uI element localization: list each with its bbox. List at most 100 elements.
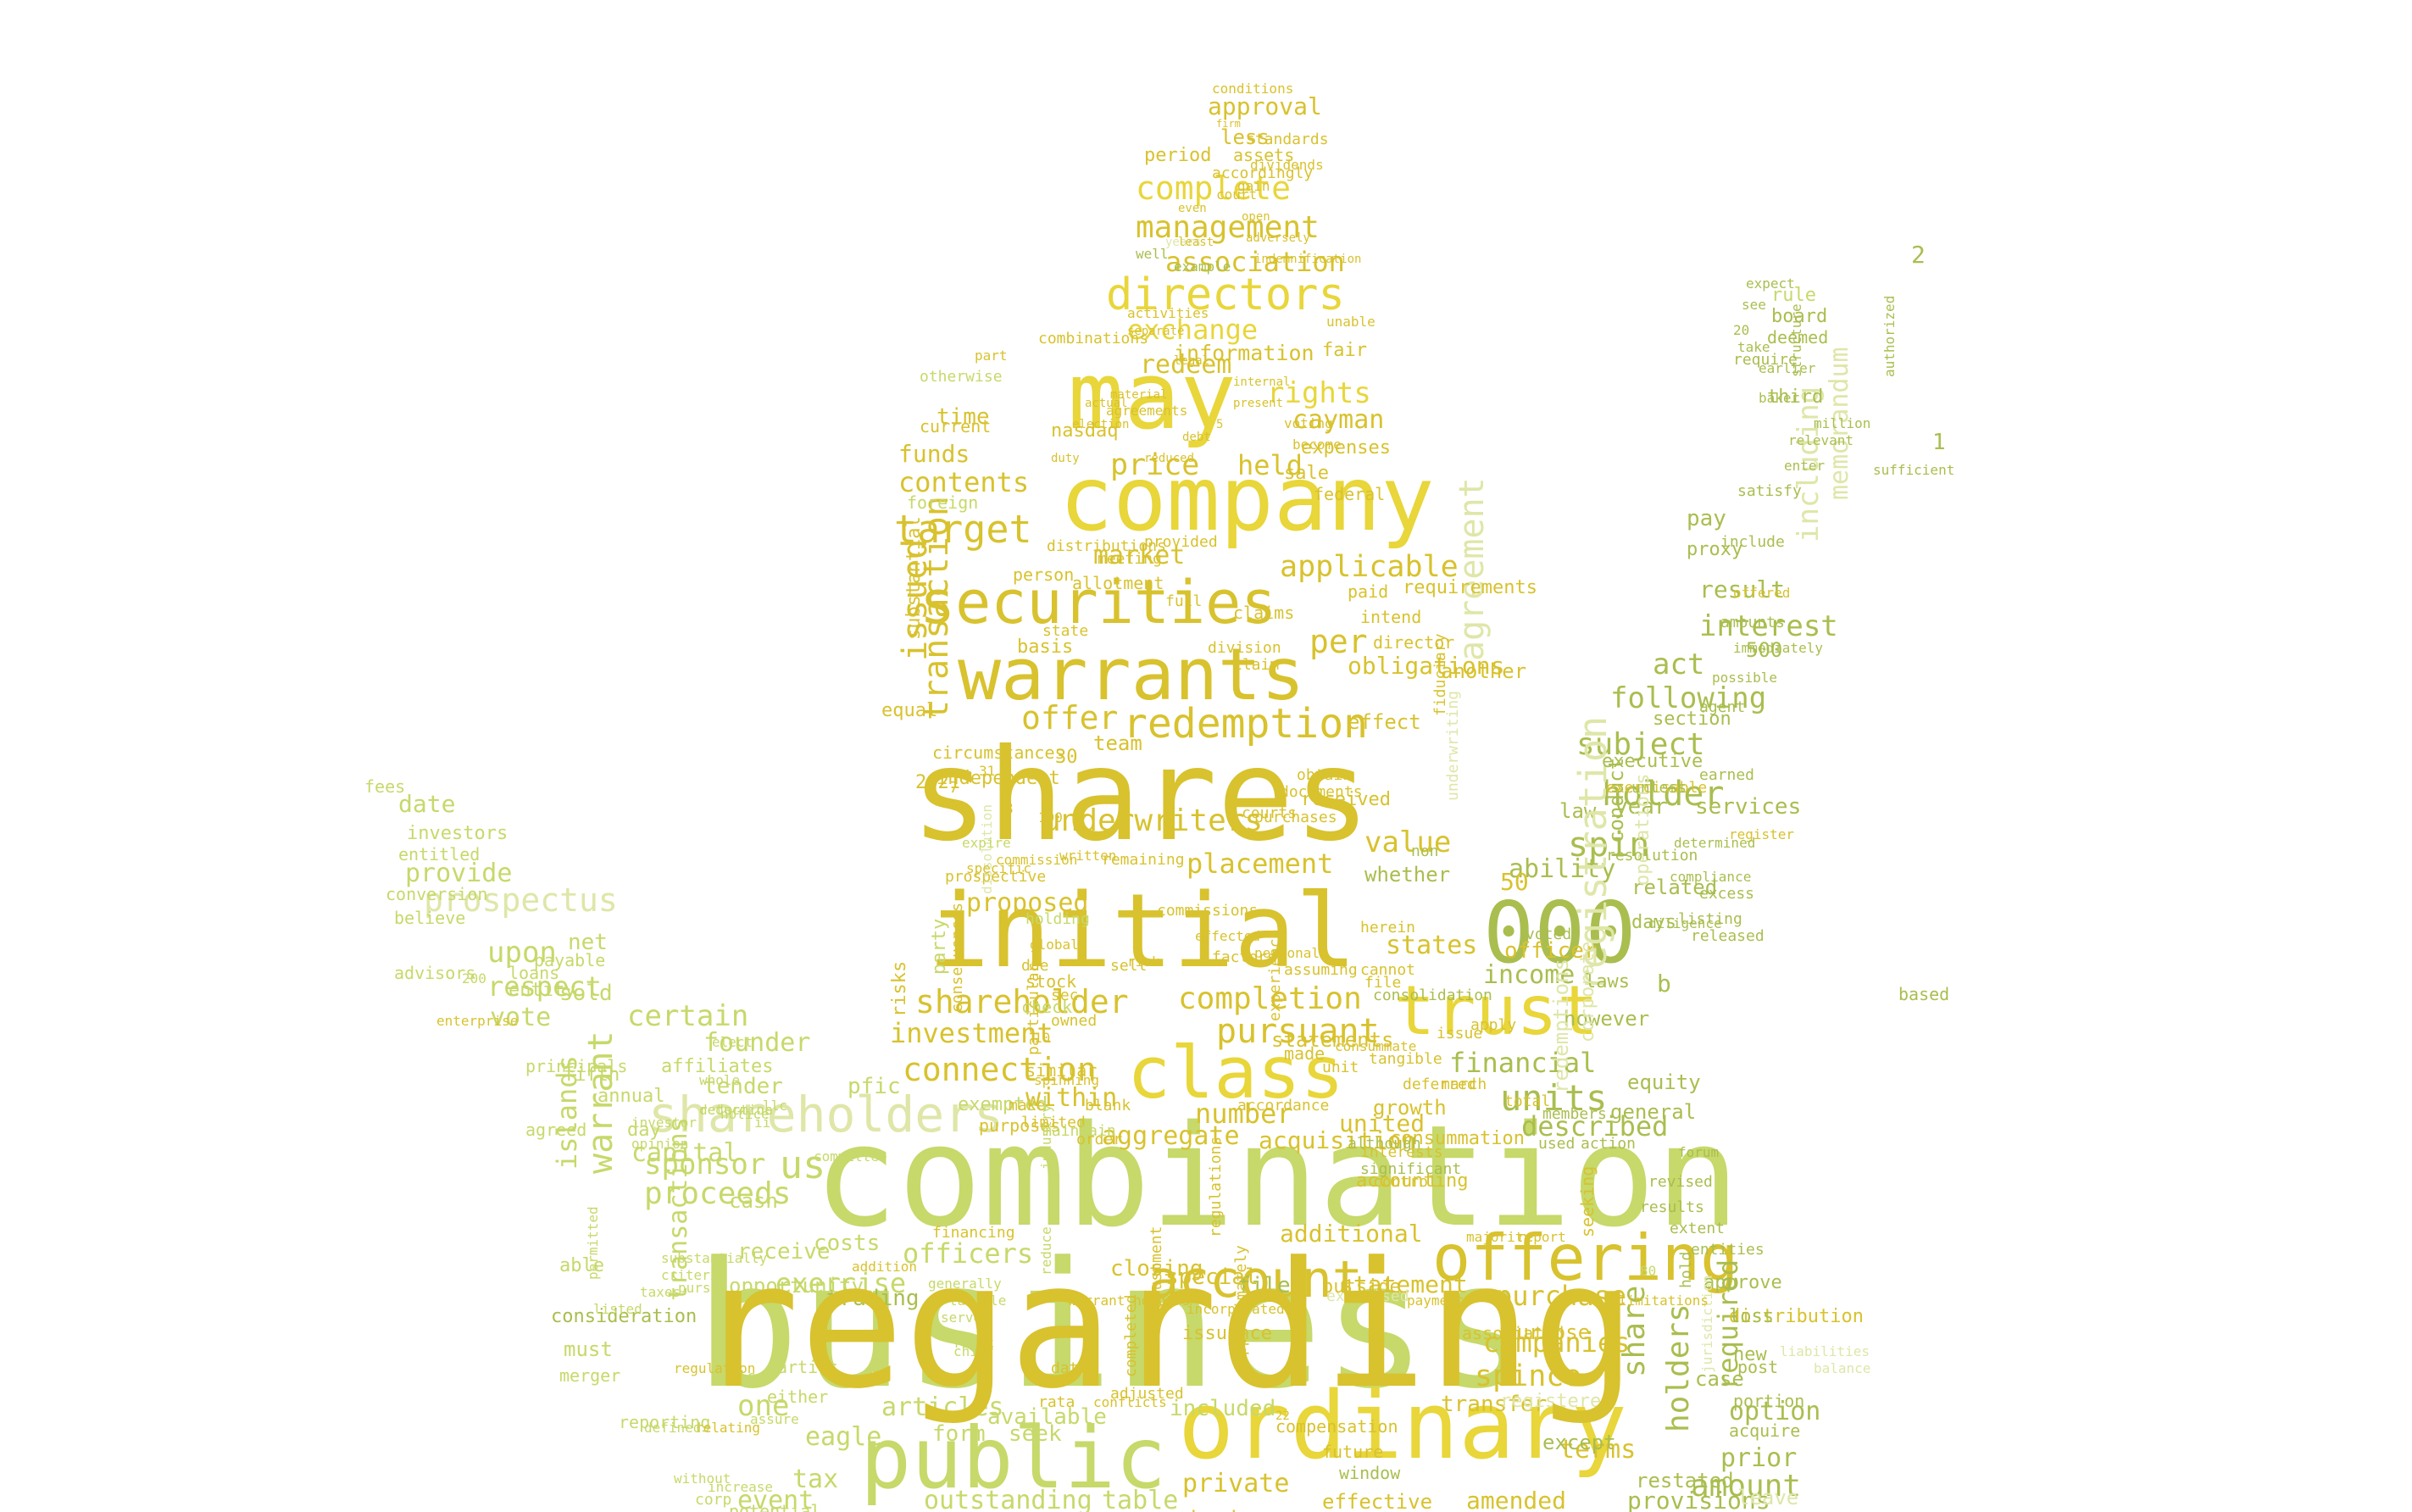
cloud-word: standards	[1246, 131, 1329, 148]
cloud-word: court	[1216, 186, 1257, 203]
cloud-word: redemption	[1123, 700, 1368, 748]
cloud-word: issued	[896, 539, 935, 662]
cloud-word: include	[1720, 533, 1785, 551]
cloud-word: requirements	[1403, 577, 1537, 598]
cloud-word: 50	[1500, 868, 1529, 896]
cloud-word: holder	[1602, 775, 1725, 814]
cloud-word: extent	[1670, 1220, 1725, 1237]
cloud-word: file	[1364, 974, 1401, 992]
cloud-word: completion	[1178, 981, 1362, 1016]
cloud-word: business	[695, 1226, 1531, 1427]
cloud-word: applicable	[1280, 550, 1459, 584]
cloud-word: criteria	[661, 1267, 726, 1283]
cloud-word: hold	[1677, 1252, 1695, 1288]
cloud-word: holders	[1661, 1304, 1696, 1432]
cloud-word: combination	[814, 1095, 1740, 1258]
cloud-word: associated	[1462, 1323, 1564, 1343]
cloud-word: investor	[631, 1115, 697, 1131]
cloud-word: director	[1373, 632, 1454, 653]
cloud-word: resolution	[1606, 847, 1698, 864]
cloud-word: restated	[1636, 1469, 1734, 1493]
cloud-word: consummation	[1390, 1128, 1525, 1149]
cloud-word: 000	[1483, 883, 1637, 982]
cloud-word: march	[1441, 1076, 1487, 1093]
cloud-word: corporate	[1577, 942, 1598, 1042]
cloud-word: act	[1653, 648, 1704, 681]
cloud-word: entities	[1691, 1241, 1765, 1259]
cloud-word: equal	[881, 700, 937, 721]
cloud-word: independent	[936, 768, 1060, 789]
cloud-word: spinco	[1475, 1359, 1581, 1393]
cloud-word: approximately	[1232, 1245, 1250, 1365]
cloud-word: reduced	[1144, 452, 1194, 465]
cloud-word: permitted	[585, 1206, 601, 1280]
cloud-word: person	[1013, 564, 1074, 585]
cloud-word: issue	[1437, 1025, 1482, 1042]
cloud-word: authorized	[1881, 296, 1898, 377]
cloud-word: effective	[1322, 1490, 1432, 1512]
cloud-word: amount	[1691, 1469, 1801, 1504]
cloud-word: significant	[1360, 1160, 1461, 1178]
cloud-word: forum	[1678, 1144, 1719, 1160]
cloud-word: available	[987, 1404, 1107, 1430]
cloud-word: costs	[814, 1231, 880, 1256]
cloud-word: herein	[1360, 919, 1415, 937]
cloud-word: released	[1691, 927, 1765, 945]
cloud-word: whether	[1364, 863, 1450, 887]
cloud-word: shareholders	[648, 1086, 1003, 1143]
cloud-word: outside	[1322, 1276, 1401, 1298]
cloud-word: offered	[1733, 585, 1790, 601]
cloud-word: personal	[1254, 945, 1320, 961]
cloud-word: conduct	[1604, 758, 1628, 843]
cloud-word: committee	[814, 1148, 887, 1165]
cloud-word: fiduciary	[1431, 633, 1449, 716]
cloud-word: memorandum	[1825, 347, 1854, 500]
cloud-word: meeting	[1098, 550, 1162, 568]
cloud-word: full	[1165, 592, 1202, 610]
cloud-word: year	[1614, 794, 1668, 820]
cloud-word: result	[1699, 575, 1785, 603]
cloud-word: seeking	[1577, 1166, 1598, 1237]
cloud-word: ii	[754, 1115, 770, 1131]
cloud-word: deferred	[1403, 1076, 1476, 1093]
cloud-word: underwriting	[1444, 691, 1462, 801]
cloud-word: value	[1364, 825, 1451, 859]
cloud-word: become	[1292, 436, 1342, 453]
cloud-word: without	[674, 1470, 731, 1487]
cloud-word: services	[1695, 794, 1801, 820]
cloud-word: relating	[695, 1420, 760, 1436]
cloud-word: offering	[1432, 1220, 1738, 1295]
cloud-word: loss	[1729, 1306, 1774, 1327]
cloud-word: within	[1025, 1083, 1117, 1113]
cloud-word: satisfy	[1737, 482, 1802, 500]
cloud-word: take	[1737, 339, 1770, 355]
cloud-word: register	[1729, 826, 1794, 842]
cloud-word: assuming	[1284, 961, 1358, 979]
cloud-word: adjusted	[1110, 1385, 1184, 1403]
cloud-word: action	[1581, 1135, 1636, 1153]
cloud-word: held	[1237, 449, 1303, 481]
cloud-word: expire	[962, 835, 1011, 851]
cloud-word: account	[1148, 1250, 1363, 1309]
cloud-word: merger	[559, 1365, 620, 1386]
cloud-word: part	[975, 347, 1008, 364]
cloud-word: spin	[1568, 825, 1649, 864]
cloud-word: consequences	[948, 903, 966, 1013]
cloud-word: purpose	[1504, 1320, 1590, 1344]
cloud-word: except	[1542, 1431, 1616, 1454]
cloud-word: whole	[699, 1072, 740, 1088]
cloud-word: event	[737, 1486, 814, 1512]
cloud-word: expenses	[1301, 437, 1391, 459]
cloud-word: internal	[1233, 375, 1290, 389]
cloud-word: basis	[1017, 636, 1073, 658]
cloud-word: immediately	[1733, 640, 1823, 656]
cloud-word: pursuant	[1216, 1012, 1380, 1051]
cloud-word: consolidation	[1373, 987, 1492, 1004]
cloud-word: third	[1767, 386, 1823, 408]
cloud-word: warrant holders	[1068, 1292, 1191, 1309]
cloud-word: sec	[1051, 987, 1079, 1004]
cloud-word: association	[1165, 246, 1345, 278]
cloud-word: results	[1640, 1198, 1704, 1216]
cloud-word: current	[920, 416, 991, 436]
cloud-word: potential	[729, 1501, 820, 1512]
